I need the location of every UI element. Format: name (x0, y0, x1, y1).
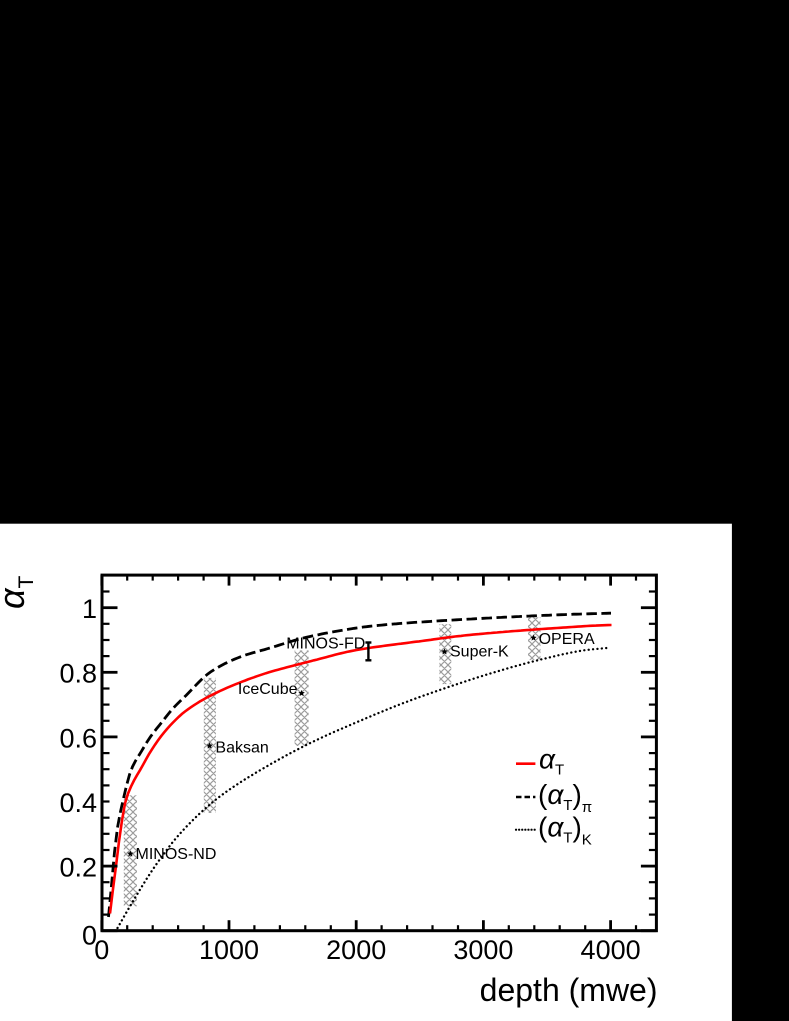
svg-text:Baksan: Baksan (215, 740, 268, 757)
svg-text:3000: 3000 (453, 935, 513, 965)
svg-text:1: 1 (82, 594, 97, 624)
svg-text:MINOS-ND: MINOS-ND (136, 846, 217, 863)
svg-text:2000: 2000 (326, 935, 386, 965)
svg-text:αT: αT (0, 575, 38, 609)
svg-text:depth (mwe): depth (mwe) (480, 972, 658, 1008)
svg-text:0.4: 0.4 (59, 788, 97, 818)
svg-text:0.8: 0.8 (59, 659, 97, 689)
svg-text:0: 0 (94, 935, 109, 965)
svg-text:IceCube: IceCube (238, 681, 298, 698)
svg-text:Super-K: Super-K (450, 644, 509, 661)
svg-text:1000: 1000 (199, 935, 259, 965)
svg-text:0.6: 0.6 (59, 723, 97, 753)
svg-text:4000: 4000 (581, 935, 641, 965)
svg-text:MINOS-FD: MINOS-FD (286, 636, 365, 653)
svg-text:0.2: 0.2 (59, 853, 97, 883)
svg-text:0: 0 (82, 921, 97, 951)
svg-text:OPERA: OPERA (539, 631, 595, 648)
svg-text:αT: αT (539, 744, 564, 779)
